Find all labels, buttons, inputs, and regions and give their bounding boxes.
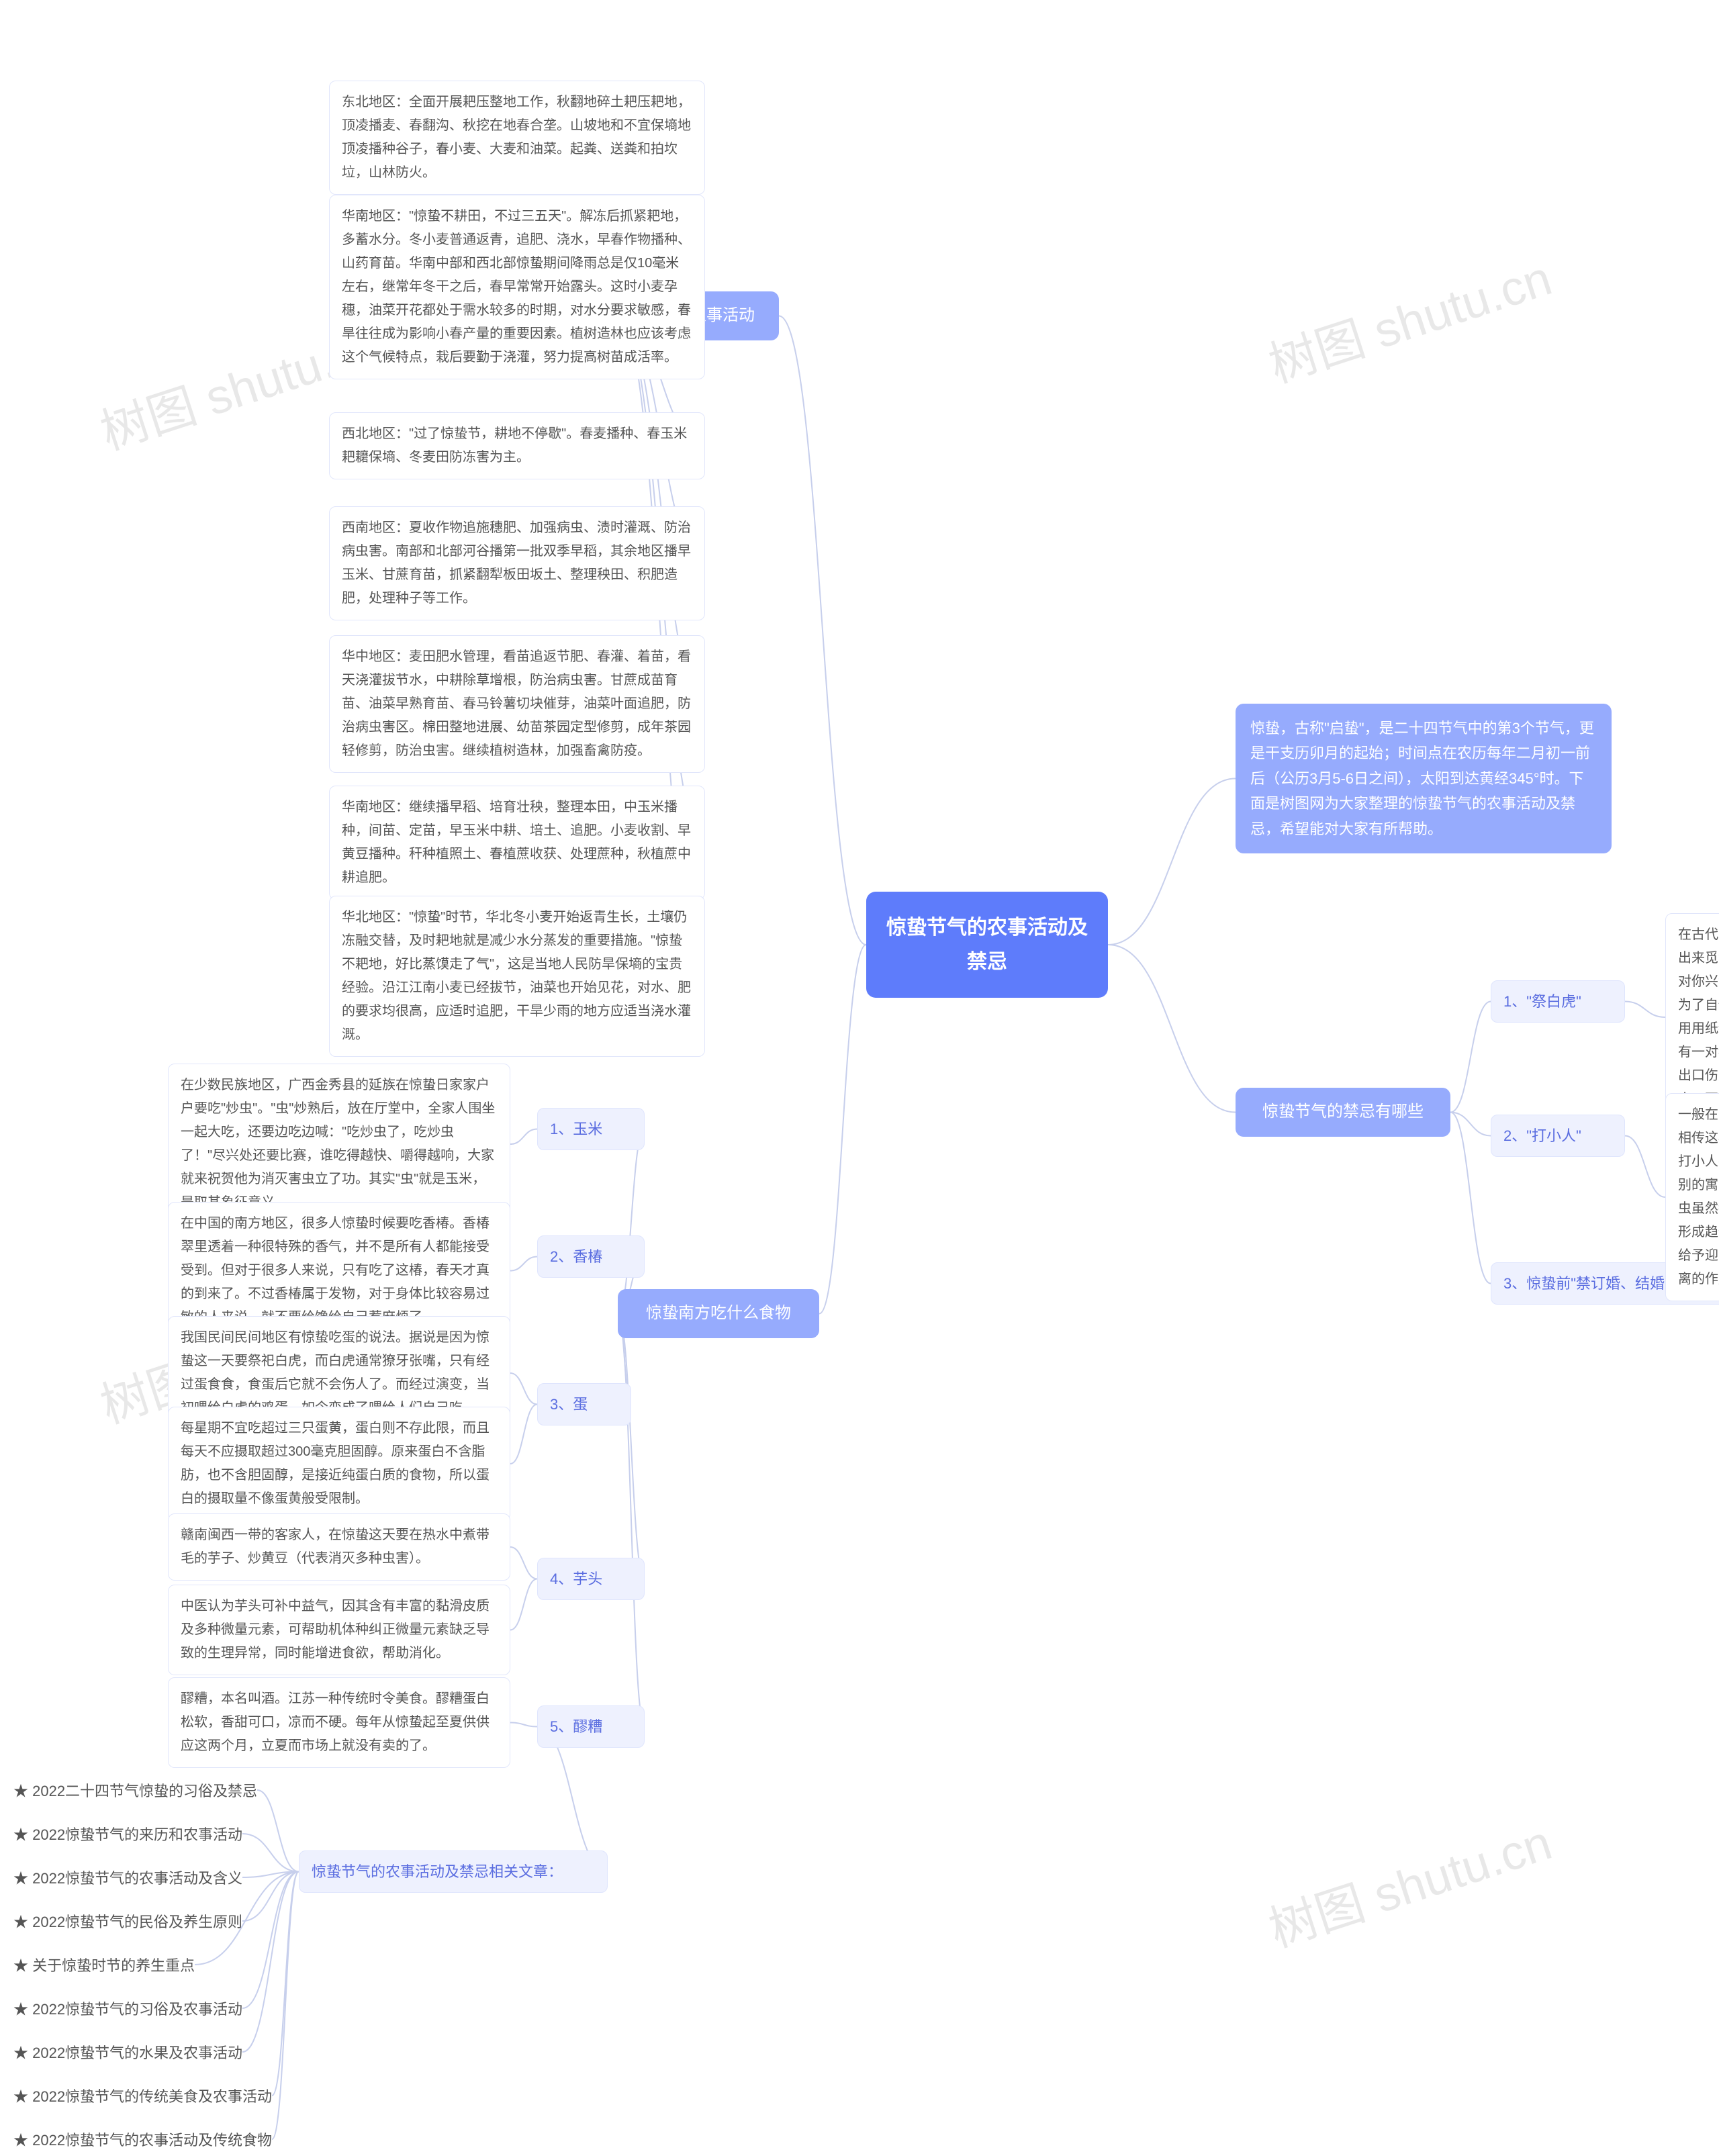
branch-food[interactable]: 惊蛰南方吃什么食物	[618, 1289, 819, 1338]
food-sub[interactable]: 4、芋头	[537, 1558, 645, 1600]
taboo-sub[interactable]: 1、"祭白虎"	[1491, 980, 1625, 1023]
related-item[interactable]: ★ 2022惊蛰节气的农事活动及含义	[13, 1867, 242, 1888]
related-item[interactable]: ★ 关于惊蛰时节的养生重点	[13, 1954, 195, 1975]
food-sub[interactable]: 1、玉米	[537, 1108, 645, 1150]
agri-leaf: 东北地区：全面开展耙压整地工作，秋翻地碎土耙压耙地，顶凌播麦、春翻沟、秋挖在地春…	[329, 81, 705, 195]
agri-leaf: 华中地区：麦田肥水管理，看苗追返节肥、春灌、着苗，看天浇灌拔节水，中耕除草增根，…	[329, 635, 705, 773]
food-leaf: 赣南闽西一带的客家人，在惊蛰这天要在热水中煮带毛的芋子、炒黄豆（代表消灭多种虫害…	[168, 1513, 510, 1581]
branch-taboo[interactable]: 惊蛰节气的禁忌有哪些	[1236, 1088, 1450, 1137]
mindmap-stage: 树图 shutu.cn 树图 shutu.cn 树图 shutu.cn 树图 s…	[0, 0, 1719, 2156]
related-item[interactable]: ★ 2022惊蛰节气的习俗及农事活动	[13, 1998, 242, 2019]
food-sub[interactable]: 2、香椿	[537, 1235, 645, 1278]
watermark: 树图 shutu.cn	[1258, 1803, 1559, 1961]
agri-leaf: 西北地区："过了惊蛰节，耕地不停歇"。春麦播种、春玉米耙耱保墒、冬麦田防冻害为主…	[329, 412, 705, 479]
related-item[interactable]: ★ 2022惊蛰节气的来历和农事活动	[13, 1823, 242, 1844]
food-sub[interactable]: 5、醪糟	[537, 1705, 645, 1748]
related-header: 惊蛰节气的农事活动及禁忌相关文章：	[299, 1850, 608, 1893]
taboo-leaf: 一般在三叉路口、桥底、路旁、山边等阴暗的地方进行。相传这样的地方煞气大，较易招惹…	[1665, 1093, 1719, 1301]
root-node[interactable]: 惊蛰节气的农事活动及禁忌	[866, 892, 1108, 998]
watermark: 树图 shutu.cn	[1258, 238, 1559, 396]
agri-leaf: 华北地区："惊蛰"时节，华北冬小麦开始返青生长，土壤仍冻融交替，及时耙地就是减少…	[329, 896, 705, 1057]
agri-leaf: 西南地区：夏收作物追施穗肥、加强病虫、渍时灌溉、防治病虫害。南部和北部河谷播第一…	[329, 506, 705, 620]
food-leaf: 每星期不宜吃超过三只蛋黄，蛋白则不存此限，而且每天不应摄取超过300毫克胆固醇。…	[168, 1407, 510, 1521]
related-item[interactable]: ★ 2022惊蛰节气的农事活动及传统食物	[13, 2128, 272, 2150]
food-leaf: 醪糟，本名叫酒。江苏一种传统时令美食。醪糟蛋白松软，香甜可口，凉而不硬。每年从惊…	[168, 1677, 510, 1768]
food-sub[interactable]: 3、蛋	[537, 1383, 631, 1425]
taboo-leaf: 在古代民间传说白虎是口活，是非之神，每年都会在这天出来觅食、开口噬人，犯之则在这…	[1665, 913, 1719, 1121]
agri-leaf: 华南地区：继续播早稻、培育壮秧，整理本田，中玉米播种，间苗、定苗，早玉米中耕、培…	[329, 786, 705, 900]
food-leaf: 在少数民族地区，广西金秀县的延族在惊蛰日家家户户要吃"炒虫"。"虫"炒熟后，放在…	[168, 1064, 510, 1225]
taboo-sub[interactable]: 2、"打小人"	[1491, 1115, 1625, 1157]
related-item[interactable]: ★ 2022惊蛰节气的传统美食及农事活动	[13, 2085, 272, 2106]
intro-node: 惊蛰，古称"启蛰"，是二十四节气中的第3个节气，更是干支历卯月的起始；时间点在农…	[1236, 704, 1612, 853]
related-item[interactable]: ★ 2022惊蛰节气的民俗及养生原则	[13, 1910, 242, 1932]
food-leaf: 中医认为芋头可补中益气，因其含有丰富的黏滑皮质及多种微量元素，可帮助机体种纠正微…	[168, 1585, 510, 1675]
agri-leaf: 华南地区："惊蛰不耕田，不过三五天"。解冻后抓紧耙地，多蓄水分。冬小麦普通返青，…	[329, 195, 705, 379]
related-item[interactable]: ★ 2022惊蛰节气的水果及农事活动	[13, 2041, 242, 2063]
related-item[interactable]: ★ 2022二十四节气惊蛰的习俗及禁忌	[13, 1779, 257, 1801]
